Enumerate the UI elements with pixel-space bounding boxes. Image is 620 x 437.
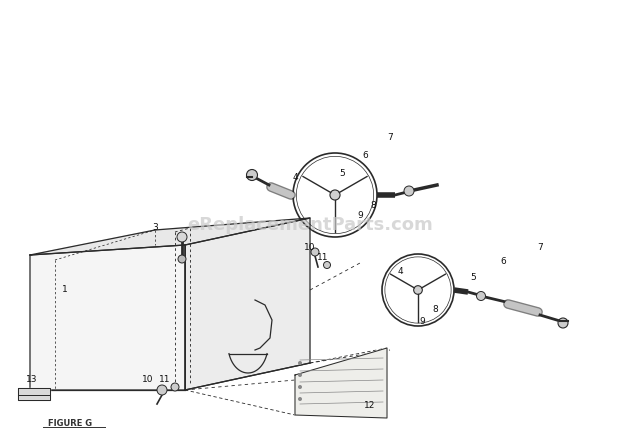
Circle shape: [477, 291, 485, 301]
Polygon shape: [185, 218, 310, 390]
Circle shape: [330, 190, 340, 200]
Circle shape: [157, 385, 167, 395]
Text: 8: 8: [370, 201, 376, 209]
Text: 6: 6: [362, 150, 368, 160]
Text: 10: 10: [304, 243, 316, 252]
Circle shape: [404, 186, 414, 196]
Text: 10: 10: [142, 375, 154, 385]
Polygon shape: [295, 348, 387, 418]
Text: 13: 13: [26, 375, 38, 385]
Circle shape: [298, 397, 302, 401]
Circle shape: [311, 248, 319, 256]
Circle shape: [178, 255, 186, 263]
Polygon shape: [30, 245, 185, 390]
Text: 12: 12: [365, 400, 376, 409]
Text: 11: 11: [317, 253, 329, 263]
Text: 4: 4: [292, 173, 298, 183]
Text: 9: 9: [419, 318, 425, 326]
Text: 9: 9: [357, 211, 363, 219]
Circle shape: [171, 383, 179, 391]
Circle shape: [414, 286, 422, 295]
Text: FIGURE G: FIGURE G: [48, 419, 92, 427]
Polygon shape: [18, 388, 50, 400]
Text: 3: 3: [152, 223, 158, 232]
Text: 5: 5: [339, 169, 345, 177]
Circle shape: [298, 385, 302, 389]
Text: 6: 6: [500, 257, 506, 267]
Circle shape: [177, 232, 187, 242]
Circle shape: [298, 373, 302, 377]
Text: 7: 7: [387, 133, 393, 142]
Text: 1: 1: [62, 285, 68, 295]
Text: 5: 5: [470, 274, 476, 282]
Text: eReplacementParts.com: eReplacementParts.com: [187, 216, 433, 234]
Circle shape: [324, 261, 330, 268]
Text: 4: 4: [397, 267, 403, 277]
Text: 8: 8: [432, 305, 438, 315]
Polygon shape: [30, 218, 310, 255]
Circle shape: [247, 170, 257, 180]
Circle shape: [298, 361, 302, 365]
Circle shape: [558, 318, 568, 328]
Text: 11: 11: [159, 375, 170, 385]
Text: 7: 7: [537, 243, 543, 253]
